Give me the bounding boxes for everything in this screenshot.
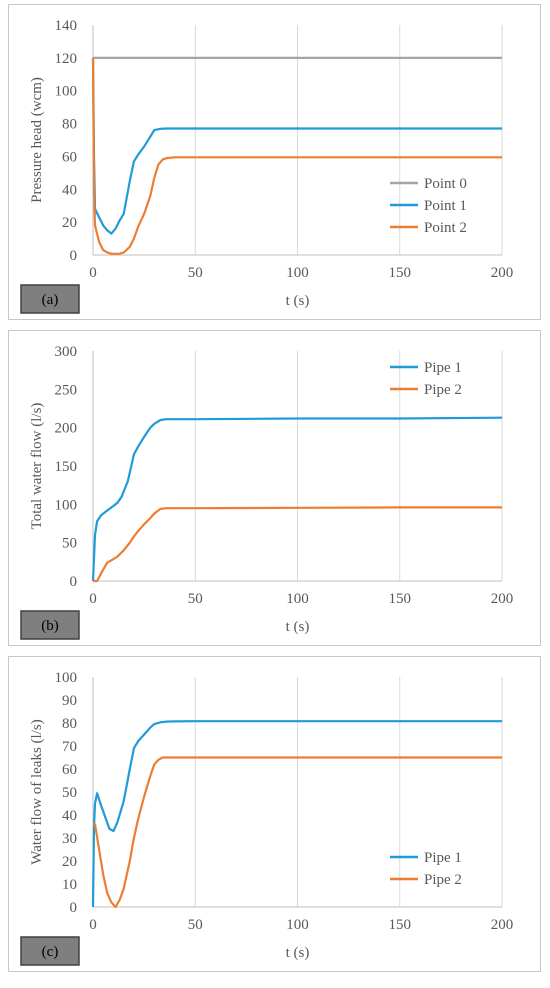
y-tick-label: 80 xyxy=(62,716,77,732)
y-tick-label: 100 xyxy=(55,670,78,686)
panel-tag-label: (a) xyxy=(42,292,59,308)
y-tick-label: 40 xyxy=(62,182,77,198)
series-line-pipe-2 xyxy=(93,506,502,583)
x-tick-label: 0 xyxy=(89,265,97,281)
y-axis-title: Total water flow (l/s) xyxy=(29,403,45,530)
y-tick-label: 10 xyxy=(62,877,77,893)
panel-tag: (a) xyxy=(20,284,80,314)
chart-panel-c: 0 10 20 30 40 50 60 70 80 90 100 0 50 100 150 200 t (s) W… xyxy=(8,656,541,972)
series-line-pipe-1 xyxy=(91,720,502,908)
y-tick-label: 250 xyxy=(55,382,78,398)
series-line-pipe-1 xyxy=(91,416,503,582)
y-tick-label: 70 xyxy=(62,739,77,755)
x-tick-label: 50 xyxy=(188,917,203,933)
x-tick-label: 100 xyxy=(286,591,309,607)
series-line-point-1 xyxy=(91,57,502,235)
y-tick-label: 200 xyxy=(55,421,78,437)
y-tick-label: 20 xyxy=(62,215,77,231)
y-tick-label: 0 xyxy=(70,574,78,590)
legend-entry: Pipe 1 xyxy=(424,850,462,866)
x-axis-title: t (s) xyxy=(286,619,310,635)
legend-entry: Point 2 xyxy=(424,220,467,236)
legend-entry: Pipe 2 xyxy=(424,872,462,888)
y-tick-label: 60 xyxy=(62,762,77,778)
chart-panel-a: 0 20 40 60 80 100 120 140 0 50 100 150 200 t (s) Press… xyxy=(8,4,541,320)
x-tick-label: 200 xyxy=(491,265,514,281)
panel-tag-box xyxy=(20,284,80,314)
chart-panel-b: 0 50 100 150 200 250 300 0 50 100 150 200 t (s) Total… xyxy=(8,330,541,646)
legend: Pipe 1 Pipe 2 xyxy=(390,360,462,398)
y-tick-label: 50 xyxy=(62,536,77,552)
x-tick-label: 150 xyxy=(389,591,412,607)
x-axis-title: t (s) xyxy=(286,945,310,961)
panel-tag-box xyxy=(20,936,80,966)
y-tick-label: 100 xyxy=(55,84,78,100)
x-tick-label: 150 xyxy=(389,265,412,281)
legend: Point 0 Point 1 Point 2 xyxy=(390,176,467,236)
series-line-pipe-2 xyxy=(93,756,502,909)
x-tick-label: 200 xyxy=(491,917,514,933)
leak-water-flow-chart: 0 10 20 30 40 50 60 70 80 90 100 0 50 100 150 200 t (s) W… xyxy=(20,670,514,966)
panel-tag: (b) xyxy=(20,610,80,640)
y-tick-label: 150 xyxy=(55,459,78,475)
panel-tag: (c) xyxy=(20,936,80,966)
y-tick-label: 0 xyxy=(70,900,78,916)
total-water-flow-chart: 0 50 100 150 200 250 300 0 50 100 150 200 t (s) Total… xyxy=(20,344,514,640)
y-tick-label: 300 xyxy=(55,344,78,360)
pressure-head-chart: 0 20 40 60 80 100 120 140 0 50 100 150 200 t (s) Press… xyxy=(20,18,514,314)
panel-tag-label: (b) xyxy=(41,618,59,634)
x-tick-label: 0 xyxy=(89,917,97,933)
y-tick-label: 20 xyxy=(62,854,77,870)
x-tick-label: 0 xyxy=(89,591,97,607)
legend-entry: Pipe 2 xyxy=(424,382,462,398)
legend-entry: Point 1 xyxy=(424,198,467,214)
y-tick-label: 100 xyxy=(55,497,78,513)
y-tick-label: 40 xyxy=(62,808,77,824)
x-tick-label: 150 xyxy=(389,917,412,933)
y-tick-label: 30 xyxy=(62,831,77,847)
y-tick-label: 140 xyxy=(55,18,78,34)
panel-tag-box xyxy=(20,610,80,640)
y-tick-label: 0 xyxy=(70,248,78,264)
legend: Pipe 1 Pipe 2 xyxy=(390,850,462,888)
x-tick-label: 100 xyxy=(286,265,309,281)
legend-entry: Point 0 xyxy=(424,176,467,192)
x-tick-label: 100 xyxy=(286,917,309,933)
x-axis-title: t (s) xyxy=(286,293,310,309)
panel-tag-label: (c) xyxy=(42,944,59,960)
legend-entry: Pipe 1 xyxy=(424,360,462,376)
y-axis-title: Pressure head (wcm) xyxy=(29,77,45,203)
y-tick-label: 120 xyxy=(55,51,78,67)
y-tick-label: 80 xyxy=(62,117,77,133)
y-tick-label: 60 xyxy=(62,149,77,165)
y-tick-label: 90 xyxy=(62,693,77,709)
x-tick-label: 200 xyxy=(491,591,514,607)
y-tick-label: 50 xyxy=(62,785,77,801)
y-axis-title: Water flow of leaks (l/s) xyxy=(29,719,45,864)
x-tick-label: 50 xyxy=(188,591,203,607)
series-line-point-2 xyxy=(91,57,502,255)
x-tick-label: 50 xyxy=(188,265,203,281)
